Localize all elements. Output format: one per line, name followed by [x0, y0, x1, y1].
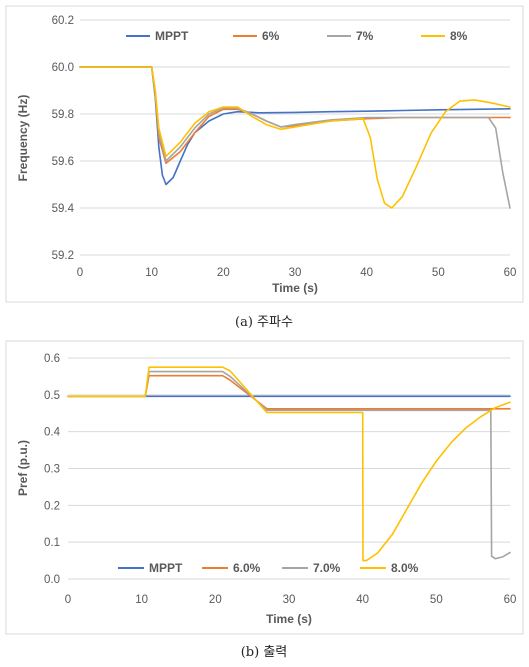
chart-b-y-tick-label: 0.5 [44, 390, 60, 402]
chart-b-y-tick-label: 0.3 [44, 464, 60, 476]
chart-b-x-tick-label: 40 [356, 594, 369, 606]
chart-b-caption: (b) 출력 [241, 645, 288, 660]
chart-a-x-tick-label: 50 [432, 267, 445, 279]
chart-a-x-tick-label: 0 [77, 267, 83, 279]
chart-b-x-tick-label: 10 [135, 594, 148, 606]
chart-a-legend-label: 8% [450, 29, 468, 43]
chart-b-y-tick-labels: 0.0 0.1 0.2 0.3 0.4 0.5 0.6 [44, 353, 61, 586]
chart-b-legend: MPPT 6.0% 7.0% 8.0% [118, 561, 419, 575]
chart-a-legend-label: 7% [356, 29, 374, 43]
chart-a-y-tick-labels: 59.2 59.4 59.6 59.8 60.0 60.2 [52, 15, 75, 262]
chart-b-series-lines [67, 366, 511, 562]
chart-a-x-tick-label: 30 [289, 267, 302, 279]
chart-a-legend: MPPT 6% 7% 8% [126, 29, 468, 43]
chart-a-series-line-mppt [79, 66, 511, 186]
chart-a-x-axis-label: Time (s) [272, 281, 318, 295]
output-chart: 0.0 0.1 0.2 0.3 0.4 0.5 0.6 0 10 20 30 40 50 60 MPPT… [5, 340, 524, 635]
chart-a-caption: (a) 주파수 [235, 315, 293, 330]
chart-a-gridlines [80, 19, 510, 256]
chart-a-y-tick-label: 59.8 [52, 109, 74, 121]
chart-b-x-axis-label: Time (s) [266, 612, 312, 626]
chart-b-x-tick-label: 0 [65, 594, 71, 606]
chart-b-legend-label: 7.0% [313, 561, 341, 575]
chart-b-gridlines [68, 357, 510, 580]
chart-a-y-tick-label: 60.2 [52, 15, 74, 27]
chart-a-series-lines [79, 66, 511, 209]
chart-a-legend-label: 6% [262, 29, 280, 43]
chart-a-legend-label: MPPT [155, 29, 189, 43]
chart-a-series-line-8 [79, 66, 511, 209]
chart-a-x-tick-label: 20 [217, 267, 230, 279]
chart-a-y-axis-label: Frequency (Hz) [16, 95, 30, 182]
chart-b-y-tick-label: 0.4 [44, 427, 61, 439]
chart-a-x-tick-label: 10 [145, 267, 158, 279]
chart-a-frame [5, 5, 524, 303]
chart-a-x-tick-label: 40 [360, 267, 373, 279]
chart-b-x-tick-label: 30 [283, 594, 296, 606]
chart-a-y-tick-label: 59.6 [52, 156, 74, 168]
chart-b-legend-label: 8.0% [391, 561, 419, 575]
chart-b-y-axis-label: Pref (p.u.) [16, 440, 30, 496]
chart-a-x-tick-label: 60 [504, 267, 517, 279]
chart-b-x-tick-labels: 0 10 20 30 40 50 60 [65, 594, 517, 606]
chart-b-legend-label: 6.0% [233, 561, 261, 575]
chart-b-y-tick-label: 0.1 [44, 537, 60, 549]
chart-a-series-line-7 [79, 66, 511, 209]
chart-b-frame [5, 340, 524, 635]
frequency-chart: 59.2 59.4 59.6 59.8 60.0 60.2 0 10 20 30 40 50 60 M… [5, 5, 524, 303]
chart-b-x-tick-label: 60 [504, 594, 517, 606]
chart-b-x-tick-label: 20 [209, 594, 222, 606]
chart-b-series-line-8-0 [67, 366, 511, 562]
chart-b-legend-label: MPPT [149, 561, 183, 575]
chart-a-y-tick-label: 60.0 [52, 62, 74, 74]
chart-a-x-tick-labels: 0 10 20 30 40 50 60 [77, 267, 517, 279]
chart-b-y-tick-label: 0.6 [44, 353, 60, 365]
chart-b-x-tick-label: 50 [430, 594, 443, 606]
chart-a-y-tick-label: 59.4 [52, 203, 75, 215]
chart-b-y-tick-label: 0.2 [44, 500, 60, 512]
chart-b-y-tick-label: 0.0 [44, 574, 60, 586]
chart-a-y-tick-label: 59.2 [52, 250, 74, 262]
